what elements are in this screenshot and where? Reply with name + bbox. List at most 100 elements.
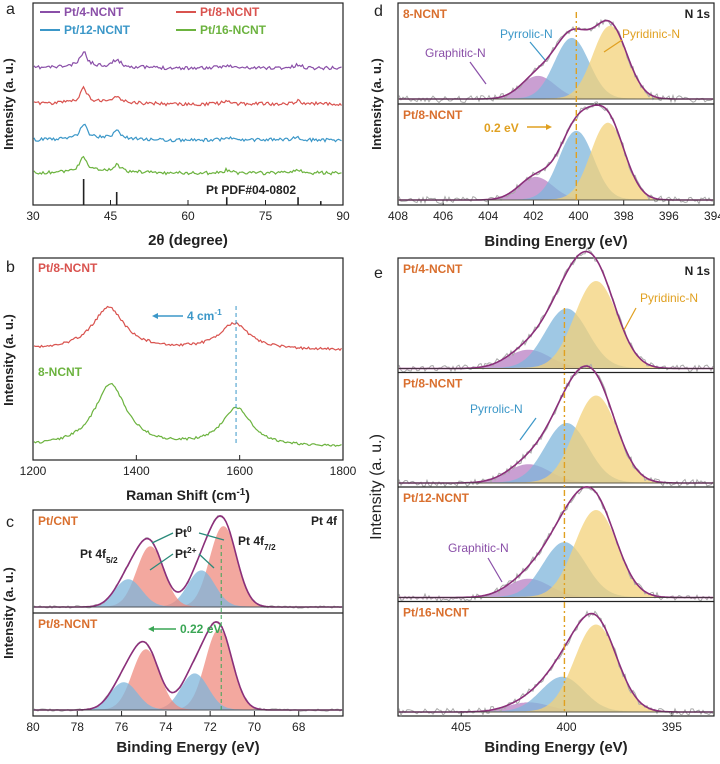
label-pt4f72-part: 7/2: [264, 542, 276, 552]
panel-a-x-tick-label: 45: [104, 209, 118, 223]
reference-label: Pt PDF#04-0802: [206, 183, 296, 197]
series-label-Pt/8-NCNT: Pt/8-NCNT: [38, 617, 98, 631]
panel-e-ylabel: Intensity (a. u.): [368, 434, 385, 540]
panel-c-x-tick-label: 80: [26, 720, 40, 734]
series-Pt/16-NCNT: [33, 155, 342, 176]
series-label-Pt/CNT: Pt/CNT: [38, 514, 79, 528]
series-Pt/12-NCNT: [33, 123, 342, 143]
n1s-shift-label: 0.2 eV: [484, 121, 519, 135]
panel-e-x-tick-label: 405: [451, 720, 471, 734]
panel-d-x-tick-label: 406: [433, 209, 453, 223]
panel-b-frame: [32, 257, 344, 461]
series-label-Pt/8-NCNT: Pt/8-NCNT: [403, 377, 463, 391]
series-label-Pt/8-NCNT: Pt/8-NCNT: [403, 108, 463, 122]
label-pt4f52: Pt 4f5/2: [80, 547, 118, 565]
panel-d-x-tick-label: 404: [478, 209, 498, 223]
panel-b-x-tick-label: 1600: [226, 464, 253, 478]
panel-b-x-tick-label: 1400: [123, 464, 150, 478]
label-pyrrolic-n: Pyrrolic-N: [500, 27, 553, 41]
panel-e-x-tick-label: 400: [557, 720, 577, 734]
raman-shift-label-part: 4 cm: [187, 309, 214, 323]
pt4f-shift-arrow-head: [148, 626, 154, 632]
pt-arrow: [151, 532, 174, 544]
series-label-Pt/4-NCNT: Pt/4-NCNT: [403, 262, 463, 276]
pt-arrow: [198, 553, 215, 569]
panel-e-letter: e: [374, 265, 383, 282]
panel-c-ylabel: Intensity (a. u.): [1, 567, 16, 659]
series-label-Pt/12-NCNT: Pt/12-NCNT: [403, 491, 470, 505]
pyrrolic-pointer: [529, 41, 546, 61]
panel-a-x-tick-label: 75: [259, 209, 273, 223]
panel-d-x-tick-label: 394: [704, 209, 720, 223]
panel-b-x-tick-label: 1200: [20, 464, 47, 478]
label-pt0: Pt0: [175, 524, 192, 540]
series-label-Pt/8-NCNT: Pt/8-NCNT: [38, 261, 98, 275]
label-pt4f72: Pt 4f7/2: [238, 534, 276, 552]
panel-d-xlabel: Binding Energy (eV): [484, 233, 627, 250]
label-pt4f52-part: Pt 4f: [80, 547, 107, 561]
panel-b-xlabel-part: -1: [237, 487, 246, 498]
panel-a-letter: a: [6, 1, 15, 18]
panel-c-xlabel: Binding Energy (eV): [116, 739, 259, 756]
legend-label-2: Pt/8-NCNT: [200, 5, 260, 19]
panel-c-x-tick-label: 68: [292, 720, 306, 734]
label-pt4f52-part: 5/2: [106, 555, 118, 565]
series-label-8-NCNT: 8-NCNT: [403, 7, 448, 21]
fit-component-Pyrrolic-N: [398, 130, 714, 201]
panel-e-x-tick-label: 395: [662, 720, 682, 734]
label-pt2: Pt2+: [175, 545, 197, 561]
panel-d-letter: d: [374, 3, 383, 20]
shift-arrow-head: [152, 313, 158, 319]
panel-c-letter: c: [6, 514, 14, 531]
series-label-Pt/16-NCNT: Pt/16-NCNT: [403, 606, 470, 620]
label-pt2-part: Pt: [175, 547, 187, 561]
panel-a-x-tick-label: 30: [26, 209, 40, 223]
panel-b-ylabel: Intensity (a. u.): [1, 314, 16, 406]
panel-b-xlabel-part: Raman Shift (cm: [126, 487, 236, 503]
label-pyridinic-n: Pyridinic-N: [622, 27, 680, 41]
corner-label-n1s-e: N 1s: [685, 264, 711, 278]
legend-label-3: Pt/12-NCNT: [64, 23, 131, 37]
raman-shift-label: 4 cm-1: [187, 307, 222, 323]
panel-d-x-tick-label: 398: [614, 209, 634, 223]
panel-b-xlabel: Raman Shift (cm-1): [126, 487, 250, 504]
panel-e-xlabel: Binding Energy (eV): [484, 739, 627, 756]
panel-c-x-tick-label: 74: [159, 720, 173, 734]
pyridinic-pointer: [603, 39, 623, 53]
raman-shift-label-part: -1: [214, 307, 222, 317]
panel-d-ylabel: Intensity (a. u.): [369, 58, 384, 150]
graphitic-pointer: [469, 61, 487, 85]
n1s-shift-arrow-head: [546, 124, 552, 130]
panel-a-x-tick-label: 60: [181, 209, 195, 223]
panel-c-x-tick-label: 72: [203, 720, 217, 734]
label-pt0-part: 0: [187, 524, 192, 534]
panel-a-ylabel: Intensity (a. u.): [1, 58, 16, 150]
corner-label-n1s-d: N 1s: [685, 7, 711, 21]
series-Pt/8-NCNT: [33, 85, 342, 107]
pt-arrow: [198, 532, 225, 541]
panel-d-x-tick-label: 408: [388, 209, 408, 223]
legend-label-1: Pt/4-NCNT: [64, 5, 124, 19]
pt4f-shift-label: 0.22 eV: [180, 622, 221, 636]
legend-label-4: Pt/16-NCNT: [200, 23, 267, 37]
panel-d-x-tick-label: 396: [659, 209, 679, 223]
fit-component-Pyridinic-N: [398, 624, 714, 713]
pyridinic-pointer-e: [623, 307, 637, 331]
label-pt4f72-part: Pt 4f: [238, 534, 265, 548]
panel-d-x-tick-label: 400: [569, 209, 589, 223]
graphitic-pointer-e: [487, 557, 503, 583]
pyrrolic-pointer-e: [519, 417, 537, 441]
panel-b-x-tick-label: 1800: [330, 464, 357, 478]
panel-d-x-tick-label: 402: [523, 209, 543, 223]
label-graphitic-n-e: Graphitic-N: [448, 541, 509, 555]
series-8-NCNT: [33, 382, 342, 448]
label-pyrrolic-n-e: Pyrrolic-N: [470, 402, 523, 416]
pt-arrow: [149, 553, 174, 571]
panel-b-xlabel-part: ): [245, 487, 250, 503]
series-label-8-NCNT: 8-NCNT: [38, 365, 83, 379]
panel-c-x-tick-label: 70: [248, 720, 262, 734]
corner-label-pt4f: Pt 4f: [311, 514, 338, 528]
fit-component-Pt2+ 4f7/2: [33, 570, 343, 608]
label-pt2-part: 2+: [187, 545, 197, 555]
